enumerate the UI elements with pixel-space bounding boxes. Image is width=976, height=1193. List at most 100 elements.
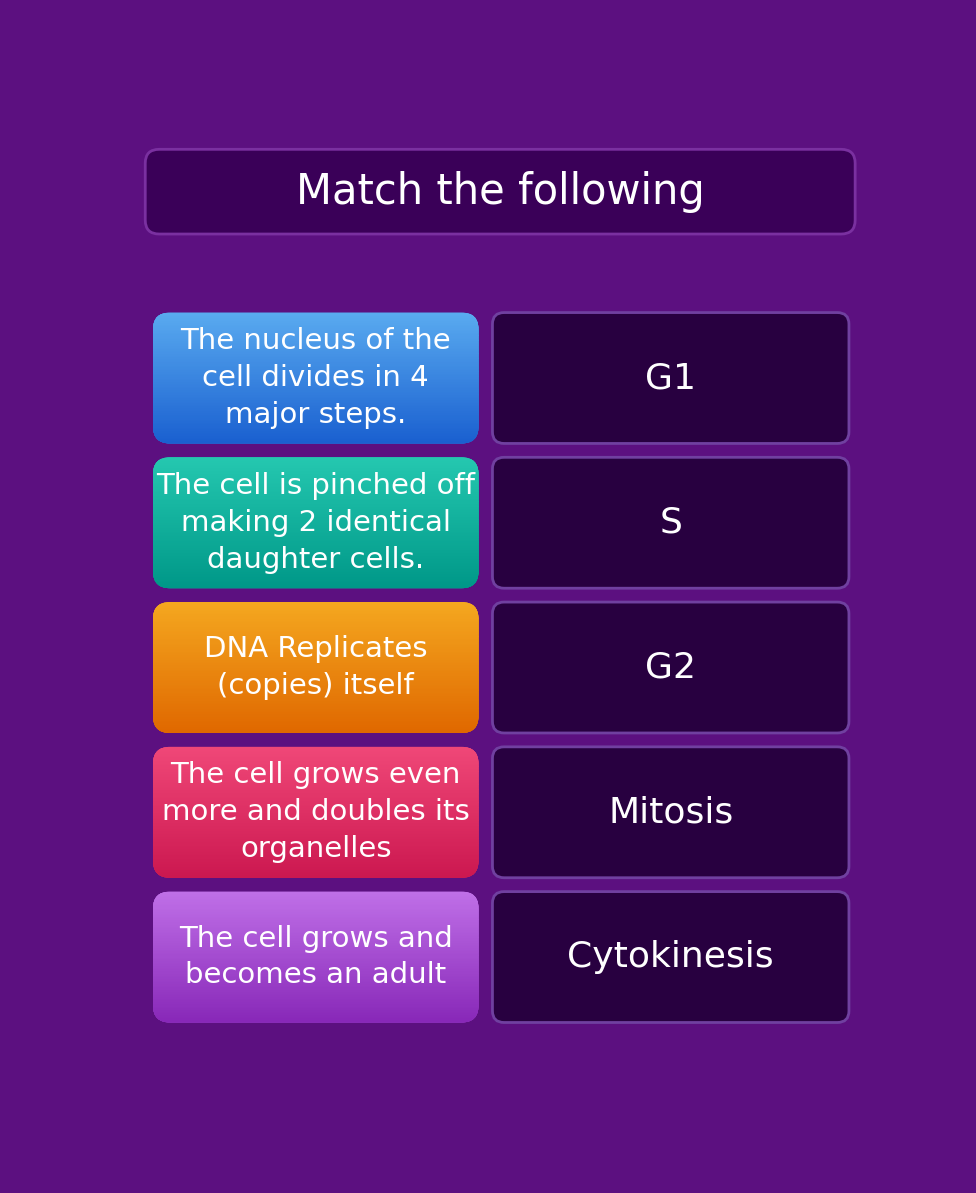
Bar xyxy=(153,532,478,534)
Bar xyxy=(153,996,478,999)
FancyBboxPatch shape xyxy=(493,313,849,444)
Bar xyxy=(153,1001,478,1003)
Bar xyxy=(153,722,478,724)
Bar xyxy=(153,908,478,910)
Bar xyxy=(153,670,478,673)
Bar xyxy=(153,1009,478,1012)
Bar xyxy=(153,853,478,855)
Bar xyxy=(153,798,478,801)
Bar xyxy=(153,543,478,545)
Bar xyxy=(153,585,478,587)
Bar xyxy=(153,494,478,496)
Bar xyxy=(153,365,478,367)
FancyBboxPatch shape xyxy=(153,891,478,1022)
Bar xyxy=(153,946,478,948)
Bar xyxy=(153,869,478,871)
Bar xyxy=(153,526,478,528)
Bar xyxy=(153,874,478,877)
Bar xyxy=(153,845,478,847)
Bar xyxy=(153,402,478,404)
Bar xyxy=(153,571,478,574)
Bar xyxy=(153,630,478,632)
Bar xyxy=(153,911,478,914)
Bar xyxy=(153,823,478,826)
Bar xyxy=(153,766,478,768)
Bar xyxy=(153,999,478,1001)
Bar xyxy=(153,648,478,650)
Bar xyxy=(153,728,478,730)
Bar xyxy=(153,482,478,484)
Bar xyxy=(153,679,478,681)
Bar xyxy=(153,719,478,722)
Bar xyxy=(153,369,478,371)
Bar xyxy=(153,952,478,954)
Bar xyxy=(153,898,478,901)
Bar xyxy=(153,861,478,864)
Bar xyxy=(153,812,478,815)
Bar xyxy=(153,792,478,795)
Bar xyxy=(153,563,478,567)
Bar xyxy=(153,469,478,471)
Bar xyxy=(153,852,478,854)
Bar xyxy=(153,902,478,904)
Bar xyxy=(153,966,478,969)
Bar xyxy=(153,750,478,753)
Bar xyxy=(153,376,478,379)
Bar xyxy=(153,518,478,520)
Bar xyxy=(153,382,478,384)
Bar xyxy=(153,636,478,638)
Bar xyxy=(153,404,478,407)
Text: G1: G1 xyxy=(645,361,696,395)
Bar xyxy=(153,752,478,754)
Bar xyxy=(153,531,478,533)
Bar xyxy=(153,626,478,629)
Bar xyxy=(153,778,478,780)
Bar xyxy=(153,975,478,977)
Bar xyxy=(153,375,478,377)
Bar xyxy=(153,508,478,511)
Bar xyxy=(153,756,478,759)
Bar xyxy=(153,389,478,391)
Bar xyxy=(153,1018,478,1020)
FancyBboxPatch shape xyxy=(145,149,855,234)
Bar xyxy=(153,314,478,316)
Bar xyxy=(153,1014,478,1016)
Bar xyxy=(153,1021,478,1024)
Bar xyxy=(153,324,478,327)
Bar xyxy=(153,512,478,514)
Bar xyxy=(153,616,478,618)
Bar xyxy=(153,322,478,324)
Bar xyxy=(153,395,478,397)
Bar xyxy=(153,723,478,725)
Bar xyxy=(153,496,478,499)
Bar xyxy=(153,786,478,789)
Bar xyxy=(153,1003,478,1006)
Bar xyxy=(153,534,478,537)
Text: Cytokinesis: Cytokinesis xyxy=(567,940,774,973)
Bar xyxy=(153,832,478,834)
Bar xyxy=(153,338,478,340)
Bar xyxy=(153,982,478,984)
Bar xyxy=(153,383,478,385)
Bar xyxy=(153,761,478,764)
Bar xyxy=(153,801,478,803)
Bar xyxy=(153,408,478,410)
Bar xyxy=(153,356,478,358)
Bar xyxy=(153,488,478,490)
Bar xyxy=(153,415,478,418)
Bar xyxy=(153,913,478,915)
Bar xyxy=(153,437,478,439)
Bar xyxy=(153,718,478,721)
Bar xyxy=(153,567,478,569)
Bar xyxy=(153,539,478,542)
Bar xyxy=(153,642,478,644)
Bar xyxy=(153,960,478,963)
Bar xyxy=(153,964,478,966)
Bar xyxy=(153,692,478,694)
FancyBboxPatch shape xyxy=(153,457,478,588)
Bar xyxy=(153,579,478,581)
Bar xyxy=(153,635,478,637)
Bar xyxy=(153,570,478,573)
Bar xyxy=(153,506,478,508)
Bar xyxy=(153,870,478,872)
